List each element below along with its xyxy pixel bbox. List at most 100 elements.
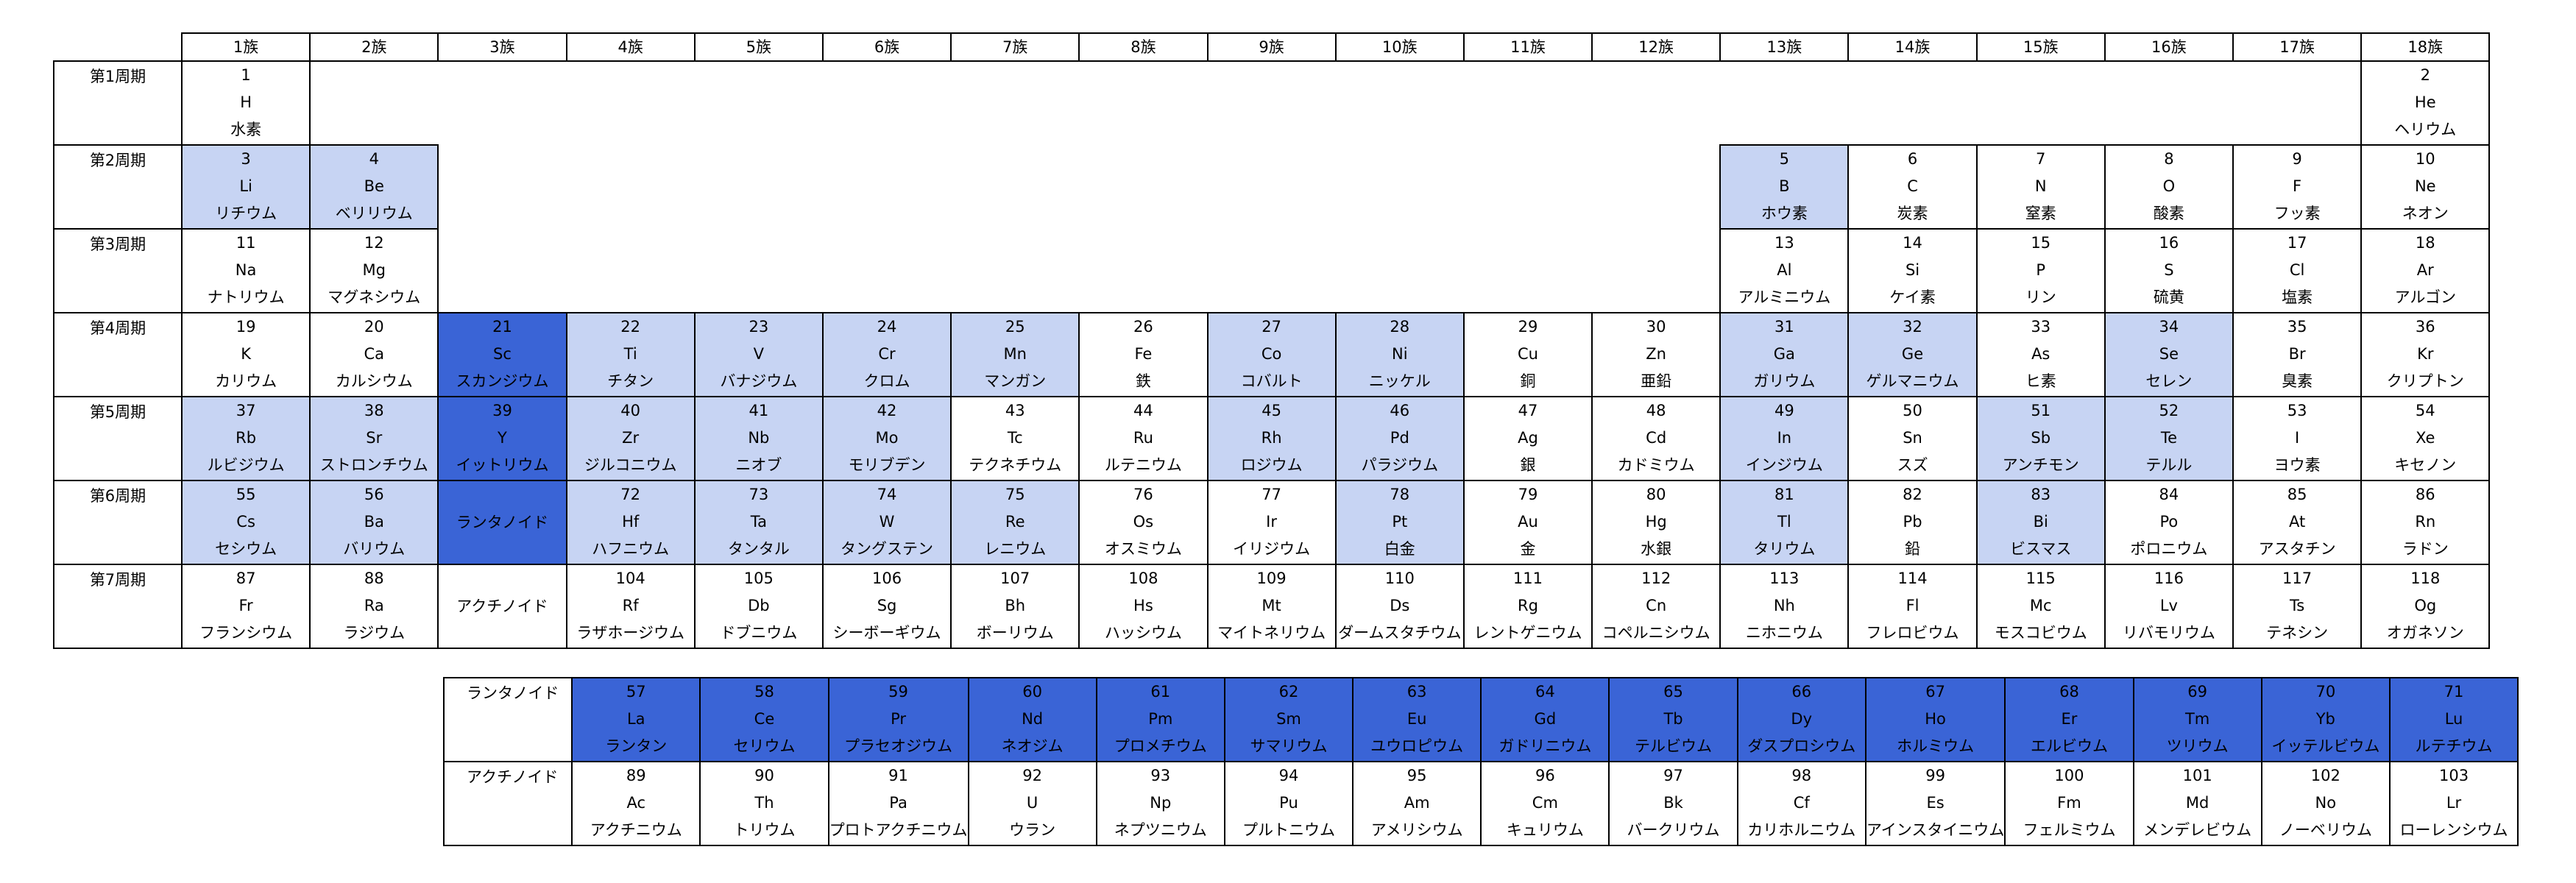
- element-cell-2-1: 3 Li リチウム: [180, 144, 311, 230]
- element-symbol: Te: [2160, 429, 2177, 447]
- element-atomic-number: 89: [626, 767, 646, 784]
- element-atomic-number: 28: [1390, 318, 1410, 336]
- empty-cell: [1335, 60, 1464, 145]
- element-symbol: Pt: [1392, 513, 1408, 531]
- period-label-6: 第6周期: [53, 480, 183, 565]
- empty-cell: [1336, 145, 1464, 229]
- element-atomic-number: 19: [236, 318, 256, 336]
- element-symbol: Ir: [1266, 513, 1277, 531]
- period-row-5: 第5周期 37 Rb ルビジウム 38 Sr ストロンチウム 39 Y イットリウム 40 Zr ジルコ…: [53, 396, 2491, 481]
- element-symbol: O: [2162, 177, 2176, 195]
- element-cell-3-13: 13 Al アルミニウム: [1719, 228, 1850, 313]
- element-cell-4-13: 31 Ga ガリウム: [1719, 312, 1850, 397]
- element-atomic-number: 25: [1005, 318, 1025, 336]
- element-atomic-number: 35: [2287, 318, 2307, 336]
- element-atomic-number: 49: [1774, 402, 1794, 419]
- element-symbol: Ru: [1133, 429, 1153, 447]
- element-cell-lanthanoid-9: 65 Tb テルビウム: [1608, 677, 1738, 762]
- empty-cell: [437, 229, 567, 313]
- element-cell-1-18: 2 He ヘリウム: [2360, 60, 2491, 146]
- element-cell-lanthanoid-11: 67 Ho ホルミウム: [1864, 677, 2006, 762]
- element-cell-6-15: 83 Bi ビスマス: [1975, 480, 2106, 565]
- element-cell-7-14: 114 Fl フレロビウム: [1847, 564, 1978, 649]
- element-cell-6-8: 76 Os オスミウム: [1078, 480, 1209, 565]
- empty-cell: [566, 60, 695, 145]
- element-atomic-number: 51: [2031, 402, 2051, 419]
- element-atomic-number: 81: [1774, 486, 1794, 503]
- element-name: プロメチウム: [1114, 737, 1207, 755]
- element-name: アンチモン: [2002, 456, 2079, 474]
- element-cell-6-13: 81 Tl タリウム: [1719, 480, 1850, 565]
- period-label-5: 第5周期: [53, 396, 183, 481]
- element-symbol: Kr: [2417, 345, 2434, 363]
- element-atomic-number: 117: [2282, 570, 2313, 587]
- element-name: ルテニウム: [1104, 456, 1182, 474]
- element-atomic-number: 5: [1779, 150, 1790, 168]
- element-symbol: Cn: [1646, 597, 1667, 614]
- element-cell-7-12: 112 Cn コペルニシウム: [1591, 564, 1722, 649]
- element-symbol: Mn: [1003, 345, 1027, 363]
- element-name: リチウム: [215, 205, 277, 222]
- element-name: ダスプロシウム: [1747, 737, 1856, 755]
- element-cell-7-6: 106 Sg シーボーギウム: [821, 564, 952, 649]
- element-cell-2-17: 9 F フッ素: [2232, 144, 2363, 230]
- element-symbol: Mo: [875, 429, 899, 447]
- element-atomic-number: 79: [1518, 486, 1538, 503]
- element-atomic-number: 30: [1646, 318, 1666, 336]
- element-symbol: S: [2164, 261, 2174, 279]
- element-symbol: Ga: [1773, 345, 1795, 363]
- element-name: ホウ素: [1761, 205, 1808, 222]
- element-name: ルテチウム: [2415, 737, 2493, 755]
- period-row-2: 第2周期 3 Li リチウム 4 Be ベリリウム 5 B ホウ素 6 C 炭素 7 N 窒素 8 O 酸素 9 F フッ…: [53, 144, 2491, 230]
- element-cell-lanthanoid-4: 60 Nd ネオジム: [967, 677, 1097, 762]
- element-cell-lanthanoid-5: 61 Pm プロメチウム: [1095, 677, 1225, 762]
- element-atomic-number: 29: [1518, 318, 1538, 336]
- element-symbol: Fl: [1906, 597, 1919, 614]
- element-atomic-number: 115: [2025, 570, 2056, 587]
- element-symbol: Pa: [889, 794, 907, 812]
- element-symbol: Ni: [1392, 345, 1408, 363]
- element-cell-6-4: 72 Hf ハフニウム: [565, 480, 696, 565]
- element-cell-2-18: 10 Ne ネオン: [2360, 144, 2491, 230]
- element-name: リン: [2025, 288, 2056, 306]
- empty-cell: [438, 60, 567, 145]
- element-symbol: Fe: [1134, 345, 1153, 363]
- element-name: キセノン: [2394, 456, 2457, 474]
- element-symbol: Yb: [2315, 710, 2335, 728]
- element-atomic-number: 60: [1022, 683, 1042, 701]
- element-name: ジルコニウム: [584, 456, 677, 474]
- element-atomic-number: 83: [2031, 486, 2051, 503]
- element-name: パラジウム: [1361, 456, 1439, 474]
- element-cell-2-15: 7 N 窒素: [1975, 144, 2106, 230]
- element-atomic-number: 18: [2415, 234, 2435, 252]
- element-symbol: La: [626, 710, 645, 728]
- element-symbol: Ag: [1518, 429, 1538, 447]
- element-cell-4-15: 33 As ヒ素: [1975, 312, 2106, 397]
- period-label-2: 第2周期: [53, 144, 183, 230]
- element-cell-4-17: 35 Br 臭素: [2232, 312, 2363, 397]
- element-atomic-number: 73: [749, 486, 769, 503]
- element-name: インジウム: [1745, 456, 1823, 474]
- lanthanoid-placeholder: ランタノイド: [437, 480, 567, 565]
- element-symbol: Rb: [236, 429, 257, 447]
- period-row-3: 第3周期 11 Na ナトリウム 12 Mg マグネシウム 13 Al アルミニウム 14 Si ケイ素…: [53, 228, 2491, 313]
- element-cell-5-8: 44 Ru ルテニウム: [1078, 396, 1209, 481]
- element-name: 臭素: [2282, 372, 2313, 390]
- element-symbol: Ra: [364, 597, 384, 614]
- element-atomic-number: 76: [1133, 486, 1153, 503]
- element-atomic-number: 109: [1256, 570, 1287, 587]
- empty-cell: [1079, 145, 1207, 229]
- element-atomic-number: 104: [615, 570, 645, 587]
- element-atomic-number: 85: [2287, 486, 2307, 503]
- element-symbol: Br: [2288, 345, 2306, 363]
- element-name: ラジウム: [343, 624, 406, 642]
- element-atomic-number: 87: [236, 570, 256, 587]
- element-cell-7-5: 105 Db ドブニウム: [693, 564, 824, 649]
- element-name: アルゴン: [2394, 288, 2456, 306]
- element-cell-3-18: 18 Ar アルゴン: [2360, 228, 2491, 313]
- element-cell-7-11: 111 Rg レントゲニウム: [1462, 564, 1593, 649]
- element-cell-5-17: 53 I ヨウ素: [2232, 396, 2363, 481]
- empty-cell: [437, 145, 567, 229]
- element-name: ポロニウム: [2130, 540, 2208, 558]
- element-symbol: Ti: [623, 345, 637, 363]
